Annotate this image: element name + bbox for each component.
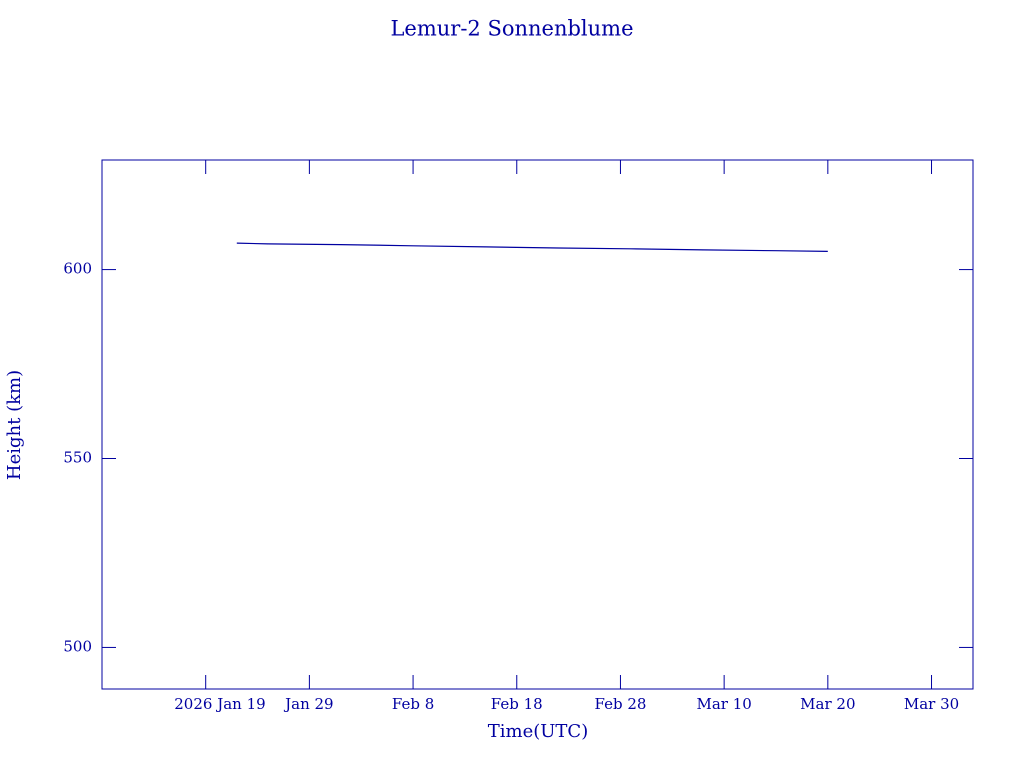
x-tick-label: Feb 28 [594,695,646,713]
x-tick-label: Feb 18 [491,695,543,713]
chart-title: Lemur-2 Sonnenblume [390,17,633,41]
y-axis-label: Height (km) [4,370,25,480]
plot-frame [101,159,974,690]
x-tick-label: Mar 20 [800,695,855,713]
x-tick-label: 2026 Jan 19 [174,695,265,713]
x-tick-label: Mar 30 [904,695,959,713]
x-axis-label: Time(UTC) [488,721,588,742]
y-tick-label: 600 [63,260,92,278]
x-tick-label: Feb 8 [392,695,434,713]
y-tick-label: 550 [63,449,92,467]
x-tick-label: Mar 10 [696,695,751,713]
x-tick-label: Jan 29 [283,695,333,713]
data-line [236,242,828,252]
y-tick-label: 500 [63,637,92,655]
